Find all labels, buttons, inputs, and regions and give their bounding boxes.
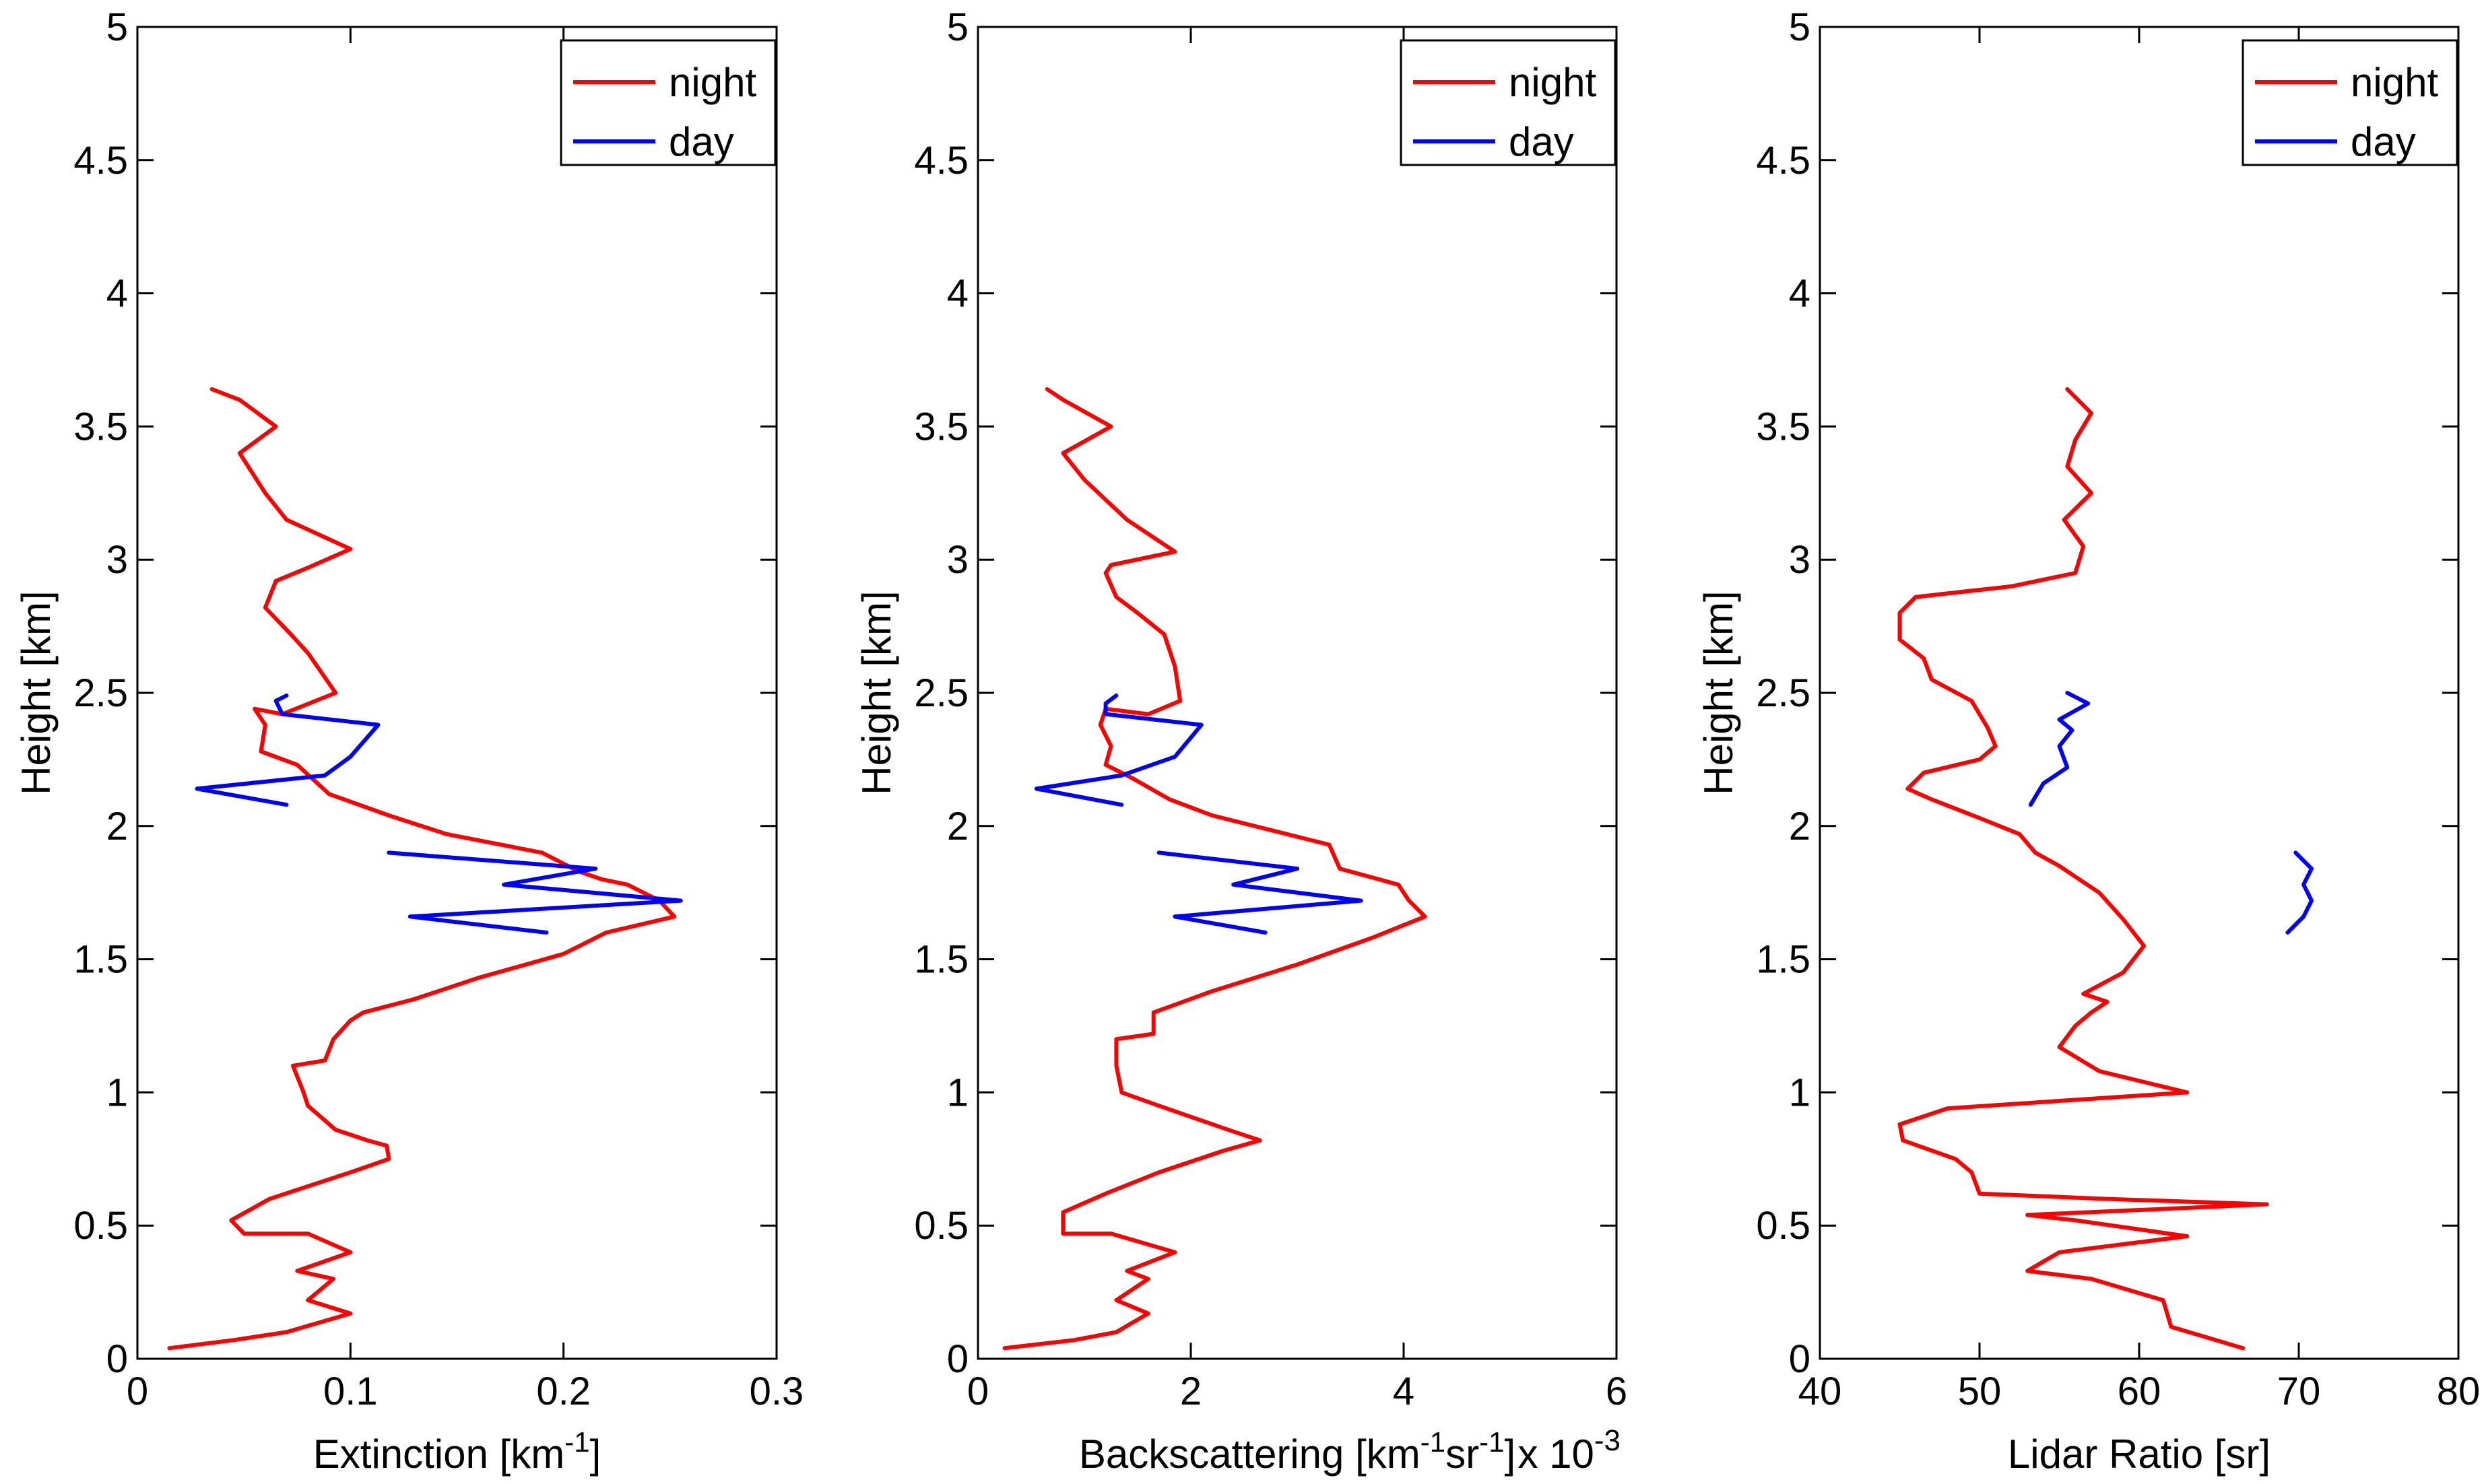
legend: night day [560,39,777,166]
x-tick-label: 2 [1180,1370,1202,1413]
y-tick-label: 2 [106,805,128,848]
series-day-line [1156,850,1363,935]
y-tick-label: 5 [947,5,969,49]
x-tick-label: 80 [2437,1370,2481,1413]
y-tick-label: 1 [947,1071,969,1114]
legend-label-night: night [1509,60,1596,105]
series-night-line [1897,387,2269,1351]
y-tick-label: 4 [947,272,969,316]
x-tick-label: 0.1 [323,1370,378,1413]
series-day-line [1034,694,1204,807]
series-day-line [2285,850,2314,935]
y-axis-label: Height [km] [13,591,59,795]
y-tick-label: 5 [106,5,128,49]
x-tick-label: 0.2 [536,1370,591,1413]
y-tick-label: 1.5 [914,938,969,982]
y-tick-label: 2.5 [1756,671,1810,715]
y-tick-label: 3 [106,538,128,582]
y-tick-label: 1 [1789,1071,1810,1114]
x-tick-label: 0.3 [750,1370,804,1413]
legend-label-night: night [669,60,756,105]
legend-label-day: day [2351,119,2416,164]
panel-1: 0 0.1 0.2 0.3 0 0.5 1 1.5 2 2.5 3 3.5 4 4.5 5 Height [k… [13,5,804,1477]
y-axis-label: Height [km] [854,591,899,795]
y-tick-label: 0.5 [914,1204,969,1248]
y-tick-label: 3 [947,538,969,582]
legend: night day [2242,39,2458,166]
y-tick-label: 3.5 [73,405,128,448]
legend-label-day: day [1509,119,1574,164]
y-tick-label: 5 [1789,5,1810,49]
y-tick-label: 0 [1789,1337,1810,1381]
y-tick-label: 0 [106,1337,128,1381]
x-exponent-label: x 10-3 [1517,1424,1621,1477]
x-tick-label: 0 [967,1370,989,1413]
y-tick-label: 4 [106,272,128,316]
y-tick-label: 3.5 [1756,405,1810,448]
y-tick-label: 4 [1789,272,1810,316]
y-tick-label: 2 [947,805,969,848]
legend-box [1400,39,1616,166]
legend-label-night: night [2351,60,2438,105]
y-tick-label: 2.5 [73,671,128,715]
panel-3: 40 50 60 70 80 0 0.5 1 1.5 2 2.5 3 3.5 4 4.5 5 Height [k… [1696,5,2480,1477]
y-tick-label: 1 [106,1071,128,1114]
panel-2: 0 2 4 6 0 0.5 1 1.5 2 2.5 3 3.5 4 4.5 5 Height [km] Back… [854,5,1627,1477]
y-tick-label: 4.5 [73,139,128,182]
y-tick-label: 4.5 [914,139,969,182]
y-tick-label: 1.5 [73,938,128,982]
y-tick-label: 3 [1789,538,1810,582]
series-day-line [387,850,683,935]
series-night-line [1002,387,1427,1351]
y-tick-label: 4.5 [1756,139,1810,182]
y-tick-label: 1.5 [1756,938,1810,982]
legend-label-day: day [669,119,734,164]
x-tick-label: 6 [1606,1370,1627,1413]
y-tick-label: 2 [1789,805,1810,848]
x-tick-label: 60 [2118,1370,2161,1413]
legend-box [560,39,777,166]
y-axis-label: Height [km] [1696,591,1741,795]
x-axis-label: Extinction [km-1] [313,1426,601,1477]
x-axis-label: Backscattering [km-1sr-1] [1079,1426,1515,1477]
legend: night day [1400,39,1616,166]
y-tick-label: 0.5 [73,1204,128,1248]
series-night-line [167,387,677,1351]
y-tick-label: 0.5 [1756,1204,1810,1248]
axes-box [136,26,778,1360]
x-tick-label: 4 [1393,1370,1414,1413]
x-axis-label: Lidar Ratio [sr] [2008,1431,2270,1477]
x-tick-label: 0 [127,1370,148,1413]
y-tick-label: 0 [947,1337,969,1381]
x-tick-label: 50 [1958,1370,2002,1413]
series-day-line [2028,691,2091,807]
series-day-line [195,694,381,807]
axes-box [1819,26,2460,1360]
y-tick-label: 3.5 [914,405,969,448]
x-tick-label: 70 [2277,1370,2321,1413]
y-tick-label: 2.5 [914,671,969,715]
legend-box [2242,39,2458,166]
x-tick-label: 40 [1798,1370,1842,1413]
axes-box [977,26,1618,1360]
